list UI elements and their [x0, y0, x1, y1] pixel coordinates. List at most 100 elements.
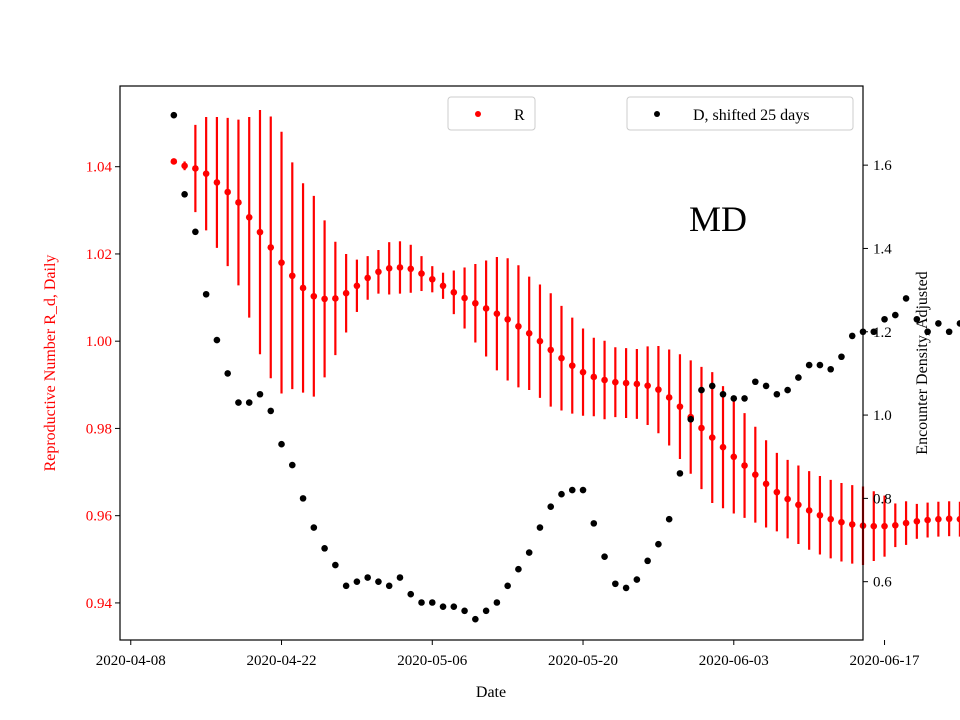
r-point: [784, 495, 791, 503]
r-point: [192, 165, 199, 172]
r-point: [504, 316, 511, 323]
d-point: [375, 578, 382, 585]
d-point: [612, 580, 619, 588]
r-point: [665, 394, 673, 401]
r-point: [913, 518, 921, 525]
d-point: [892, 311, 899, 319]
r-point: [816, 511, 824, 519]
d-point: [590, 520, 598, 527]
d-point: [848, 332, 856, 340]
r-point: [407, 265, 415, 273]
d-point: [224, 370, 231, 377]
r-point: [848, 521, 856, 528]
d-point: [267, 407, 275, 415]
d-point: [278, 440, 285, 448]
r-point: [256, 228, 264, 236]
d-point: [784, 386, 791, 394]
plot-frame: [119, 85, 864, 641]
x-axis-label: Date: [476, 684, 506, 701]
r-point: [644, 382, 651, 389]
r-point: [935, 515, 942, 523]
r-point: [385, 265, 393, 272]
r-point: [396, 264, 404, 271]
r-point: [730, 453, 738, 461]
d-point: [945, 328, 953, 336]
r-point: [332, 295, 339, 302]
r-point: [773, 488, 781, 496]
d-point: [525, 549, 533, 556]
x-tick-label: 2020-05-06: [397, 653, 467, 669]
legend-r-box: [447, 96, 536, 131]
d-point: [902, 295, 910, 302]
d-point: [935, 320, 942, 327]
r-point: [267, 244, 275, 251]
r-point: [612, 378, 619, 386]
d-point: [472, 615, 479, 623]
d-point: [579, 486, 587, 494]
d-point: [719, 390, 727, 398]
left-y-tick-label: 0.96: [86, 509, 113, 525]
d-point: [708, 382, 716, 390]
state-annotation: MD: [689, 199, 747, 239]
d-point-layer: [170, 111, 960, 623]
r-point: [536, 337, 544, 345]
x-tick-label: 2020-06-03: [699, 653, 769, 669]
x-tick-label: 2020-05-20: [548, 653, 618, 669]
d-point: [504, 582, 511, 590]
d-point: [450, 603, 458, 610]
d-point: [256, 390, 264, 398]
right-y-axis: 0.6 0.8 1.0 1.2 1.4 1.6: [863, 158, 892, 591]
right-y-axis-label: Encounter Density, Adjusted: [914, 271, 931, 454]
d-point: [396, 574, 404, 581]
d-point: [956, 320, 960, 327]
r-point: [278, 259, 285, 266]
r-point: [805, 507, 813, 514]
r-point: [752, 471, 759, 478]
d-point: [461, 607, 468, 615]
left-y-tick-label: 0.94: [86, 596, 113, 612]
r-point: [418, 270, 425, 277]
d-point: [353, 578, 361, 585]
d-point: [622, 584, 630, 592]
r-point: [741, 462, 748, 469]
right-y-tick-label: 0.8: [873, 491, 892, 507]
d-point: [310, 524, 318, 531]
right-y-tick-label: 1.2: [873, 325, 892, 341]
d-point: [418, 599, 425, 606]
r-point: [827, 515, 834, 523]
r-point: [213, 179, 221, 186]
r-point: [601, 376, 608, 384]
d-point: [644, 557, 651, 565]
left-y-tick-label: 1.00: [86, 334, 112, 350]
d-point: [213, 336, 221, 344]
r-point: [170, 158, 178, 165]
r-point: [375, 268, 382, 276]
legend-d-label: D, shifted 25 days: [693, 107, 809, 124]
d-point: [439, 603, 447, 610]
legend-d-box: [626, 96, 854, 131]
d-point: [913, 315, 921, 323]
d-point: [762, 382, 770, 390]
d-point: [687, 415, 695, 423]
left-y-axis: 0.94 0.96 0.98 1.00 1.02 1.04: [86, 160, 120, 612]
d-point: [773, 390, 781, 398]
r-point: [870, 522, 878, 530]
r-point: [439, 282, 447, 290]
d-point: [321, 545, 328, 552]
r-point: [428, 275, 436, 283]
d-point: [752, 378, 759, 386]
right-y-tick-label: 1.4: [873, 241, 892, 257]
r-point: [310, 292, 318, 300]
r-point: [676, 403, 684, 410]
d-point: [299, 495, 307, 502]
d-point: [741, 395, 748, 402]
d-point: [192, 228, 199, 236]
d-point: [676, 470, 684, 477]
r-point: [956, 515, 960, 523]
r-point: [245, 214, 253, 221]
d-point: [655, 540, 662, 548]
d-point: [795, 374, 802, 381]
r-point: [224, 188, 231, 196]
r-point: [461, 294, 468, 302]
d-point: [428, 599, 436, 606]
